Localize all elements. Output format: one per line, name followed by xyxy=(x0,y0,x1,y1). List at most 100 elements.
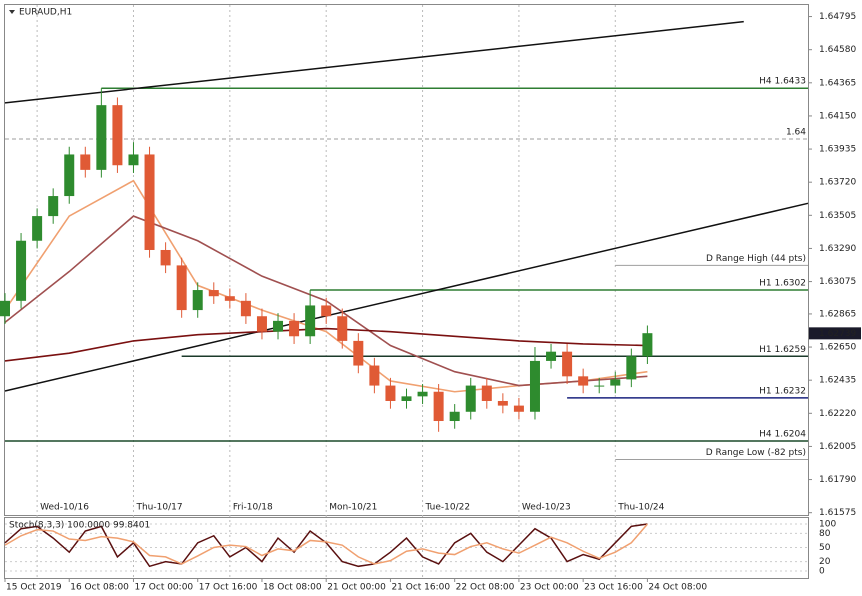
candle-body xyxy=(465,385,476,412)
main-frame xyxy=(4,4,809,516)
y-tick-label: 1.62865 xyxy=(819,309,856,319)
day-label: Wed-10/16 xyxy=(40,503,89,513)
candle-body xyxy=(610,379,621,386)
x-tick-label: 21 Oct 00:00 xyxy=(327,583,386,593)
current-price-box xyxy=(809,327,861,340)
day-label: Fri-10/18 xyxy=(233,503,273,513)
level-label: H4 1.6433 xyxy=(759,77,806,87)
candle-body xyxy=(112,105,123,166)
level-label: 1.64 xyxy=(786,128,806,138)
candle-body xyxy=(289,320,300,337)
candle-body xyxy=(337,316,348,341)
candle-body xyxy=(529,360,540,412)
y-tick-label: 1.64150 xyxy=(819,111,856,121)
trendline xyxy=(4,20,744,104)
y-tick-label: 1.64580 xyxy=(819,45,856,55)
candle-body xyxy=(626,356,637,380)
level-label: H1 1.6302 xyxy=(759,279,806,289)
y-tick-label: 1.64365 xyxy=(819,78,856,88)
candle-body xyxy=(192,290,203,311)
x-tick-label: 16 Oct 08:00 xyxy=(70,583,129,593)
candle-body xyxy=(497,400,508,406)
x-tick-label: 17 Oct 16:00 xyxy=(199,583,258,593)
x-tick-label: 23 Oct 16:00 xyxy=(584,583,643,593)
candle-body xyxy=(80,154,91,170)
candle-body xyxy=(160,249,171,266)
candle-body xyxy=(32,216,43,241)
stoch-tick-label: 80 xyxy=(819,529,831,539)
stoch-label: Stoch(8,3,3) 100.0000 99.8401 xyxy=(9,521,150,531)
candle-body xyxy=(642,333,653,357)
candle-body xyxy=(256,316,267,332)
x-tick-label: 22 Oct 08:00 xyxy=(456,583,515,593)
candle-body xyxy=(546,351,557,361)
y-tick-label: 1.63935 xyxy=(819,145,856,155)
day-label: Mon-10/21 xyxy=(329,503,377,513)
candle-body xyxy=(513,405,524,412)
y-tick-label: 1.63720 xyxy=(819,178,856,188)
stoch-tick-label: 0 xyxy=(819,567,825,577)
stoch-tick-label: 20 xyxy=(819,557,831,567)
candle-body xyxy=(208,290,219,297)
moving-average xyxy=(4,327,648,362)
candle-body xyxy=(562,351,573,377)
candle-body xyxy=(305,305,316,337)
y-tick-label: 1.63075 xyxy=(819,277,856,287)
stoch-line xyxy=(4,523,648,568)
candle-body xyxy=(48,196,59,217)
y-tick-label: 1.62435 xyxy=(819,376,856,386)
day-label: Tue-10/22 xyxy=(425,503,471,513)
x-tick-label: 24 Oct 08:00 xyxy=(648,583,707,593)
level-label: H1 1.6232 xyxy=(759,386,806,396)
candle-body xyxy=(578,376,589,386)
level-label: H4 1.6204 xyxy=(759,430,806,440)
day-label: Thu-10/17 xyxy=(135,503,182,513)
y-tick-label: 1.62650 xyxy=(819,343,856,353)
candle-body xyxy=(224,296,235,301)
stoch-tick-label: 100 xyxy=(819,520,836,530)
candle-body xyxy=(594,385,605,387)
level-label: D Range High (44 pts) xyxy=(706,254,806,264)
y-tick-label: 1.63505 xyxy=(819,211,856,221)
candle-body xyxy=(449,411,460,422)
y-tick-label: 1.61790 xyxy=(819,475,856,485)
candle-body xyxy=(353,340,364,366)
stoch-line xyxy=(4,523,648,565)
y-tick-label: 1.63290 xyxy=(819,244,856,254)
candle-body xyxy=(16,240,27,301)
stoch-tick-label: 50 xyxy=(819,543,831,553)
candle-body xyxy=(273,320,284,332)
stoch-frame xyxy=(4,517,809,579)
x-tick-label: 17 Oct 00:00 xyxy=(134,583,193,593)
candle-body xyxy=(176,265,187,311)
level-label: H1 1.6259 xyxy=(759,345,806,355)
candle-body xyxy=(321,305,332,317)
y-tick-label: 1.64795 xyxy=(819,12,856,22)
candle-body xyxy=(128,154,139,166)
menu-icon xyxy=(9,10,15,14)
candle-body xyxy=(0,300,10,317)
x-tick-label: 21 Oct 16:00 xyxy=(391,583,450,593)
day-label: Wed-10/23 xyxy=(522,503,571,513)
day-label: Thu-10/24 xyxy=(617,503,664,513)
candle-body xyxy=(64,154,75,197)
candle-body xyxy=(417,391,428,397)
candle-body xyxy=(96,105,107,170)
candle-body xyxy=(369,365,380,386)
x-tick-label: 23 Oct 00:00 xyxy=(520,583,579,593)
x-tick-label: 18 Oct 08:00 xyxy=(263,583,322,593)
candle-body xyxy=(481,385,492,401)
y-tick-label: 1.62005 xyxy=(819,442,856,452)
trendline xyxy=(4,202,809,392)
y-tick-label: 1.61575 xyxy=(819,508,856,518)
y-tick-label: 1.62220 xyxy=(819,409,856,419)
candle-body xyxy=(433,391,444,422)
level-label: D Range Low (-82 pts) xyxy=(706,448,806,458)
x-tick-label: 15 Oct 2019 xyxy=(6,583,62,593)
candle-body xyxy=(240,300,251,317)
candle-body xyxy=(401,396,412,401)
candle-body xyxy=(144,154,155,250)
candle-body xyxy=(385,385,396,401)
